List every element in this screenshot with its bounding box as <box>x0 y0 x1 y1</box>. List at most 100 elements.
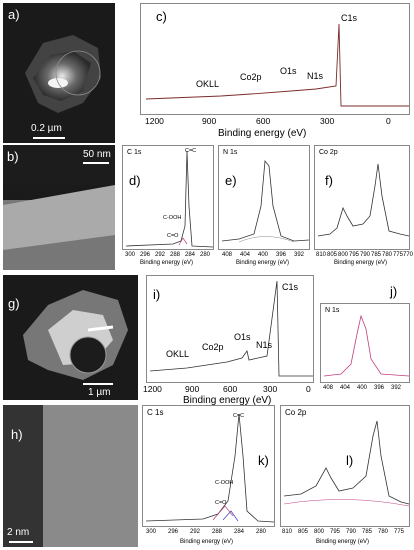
spectrum-f <box>317 163 410 237</box>
peak-label-okll-i: OKLL <box>166 349 190 359</box>
spectrum-i <box>149 280 313 377</box>
peak-label-co2p-c: Co2p <box>240 72 262 82</box>
tick-j-392: 392 <box>391 385 402 391</box>
tick-d-292: 292 <box>155 252 166 258</box>
panel-label-g: g) <box>8 296 20 311</box>
tem-image-b-graphic <box>3 145 115 270</box>
scale-bar-b <box>83 162 109 164</box>
tick-f-775: 775 <box>393 252 404 258</box>
peak-label-cooh-k: C-OOH <box>215 480 234 486</box>
panel-label-b: b) <box>7 149 19 164</box>
x-axis-title-k: Binding energy (eV) <box>180 539 234 545</box>
tick-l-785: 785 <box>362 529 373 535</box>
tem-image-a: a) 0.2 µm <box>3 3 115 143</box>
tick-l-800: 800 <box>314 529 325 535</box>
peak-label-c1s-c: C1s <box>341 13 358 23</box>
peak-label-o1s-i: O1s <box>234 332 251 342</box>
tick-i-300: 300 <box>263 384 278 394</box>
x-axis-title-l: Binding energy (eV) <box>316 539 370 545</box>
spectrum-e <box>221 159 310 243</box>
x-axis-title-f: Binding energy (eV) <box>334 260 388 266</box>
xps-co2p-f: Co 2p f) <box>314 145 410 250</box>
xps-c1s-d: C 1s C=C C-OOH C=O d) <box>122 145 214 250</box>
spectrum-j <box>323 314 410 377</box>
tick-i-0: 0 <box>306 384 311 394</box>
plot-title-j: N 1s <box>325 307 340 314</box>
tick-c-600: 600 <box>256 116 271 126</box>
xps-c1s-k: C 1s C=C C-OOH C=O k) <box>142 405 275 527</box>
tem-image-b: b) 50 nm <box>3 145 115 270</box>
panel-label-i: i) <box>153 287 161 302</box>
panel-label-k: k) <box>258 453 269 468</box>
tick-f-790: 790 <box>360 252 371 258</box>
tick-c-300: 300 <box>320 116 335 126</box>
tick-c-1200: 1200 <box>145 116 164 126</box>
tick-e-408: 408 <box>222 252 233 258</box>
tick-l-775: 775 <box>394 529 405 535</box>
panel-label-a: a) <box>8 7 20 22</box>
tick-c-0: 0 <box>386 116 391 126</box>
tick-j-396: 396 <box>374 385 385 391</box>
xps-survey-i: i) <box>146 275 314 383</box>
xps-n1s-e: N 1s e) <box>218 145 310 250</box>
tick-k-284: 284 <box>234 529 245 535</box>
plot-title-e: N 1s <box>223 149 238 156</box>
panel-label-c: c) <box>156 9 167 24</box>
x-axis-title-i: Binding energy (eV) <box>183 395 272 406</box>
tick-c-900: 900 <box>202 116 217 126</box>
hrtem-image-h: h) 2 nm <box>3 405 138 547</box>
spectrum-k <box>145 413 275 523</box>
tick-f-805: 805 <box>327 252 338 258</box>
tick-f-770: 770 <box>403 252 414 258</box>
x-axis-title-c: Binding energy (eV) <box>218 128 307 139</box>
panel-label-f: f) <box>325 173 333 188</box>
scale-text-g: 1 µm <box>88 387 111 398</box>
spectrum-l <box>283 420 410 507</box>
tick-f-785: 785 <box>371 252 382 258</box>
peak-label-o1s-c: O1s <box>280 66 297 76</box>
scale-bar-h <box>9 541 33 543</box>
scale-bar-g <box>83 383 113 385</box>
tick-l-780: 780 <box>378 529 389 535</box>
peak-label-n1s-i: N1s <box>256 340 273 350</box>
peak-label-okll-c: OKLL <box>196 79 220 89</box>
peak-label-cc-k: C=C <box>233 413 245 419</box>
x-axis-title-e: Binding energy (eV) <box>236 260 290 266</box>
tick-k-288: 288 <box>212 529 223 535</box>
tick-e-396: 396 <box>276 252 287 258</box>
tick-e-400: 400 <box>258 252 269 258</box>
plot-title-k: C 1s <box>147 408 164 417</box>
tick-d-284: 284 <box>185 252 196 258</box>
tick-i-600: 600 <box>223 384 238 394</box>
plot-title-l: Co 2p <box>285 408 307 417</box>
tick-l-805: 805 <box>298 529 309 535</box>
tick-j-400: 400 <box>357 385 368 391</box>
tick-f-780: 780 <box>382 252 393 258</box>
xps-co2p-l: Co 2p l) <box>280 405 410 527</box>
tick-i-1200: 1200 <box>143 384 162 394</box>
peak-label-n1s-c: N1s <box>307 71 324 81</box>
x-axis-title-d: Binding energy (eV) <box>140 260 194 266</box>
tem-image-g-graphic <box>23 290 128 380</box>
tick-e-392: 392 <box>294 252 305 258</box>
peak-label-co-d: C=O <box>167 233 179 239</box>
tick-i-900: 900 <box>185 384 200 394</box>
panel-label-d: d) <box>129 173 141 188</box>
tick-f-800: 800 <box>338 252 349 258</box>
tick-d-300: 300 <box>125 252 136 258</box>
scale-text-a: 0.2 µm <box>31 123 62 134</box>
tick-l-795: 795 <box>330 529 341 535</box>
tick-k-280: 280 <box>256 529 267 535</box>
tick-e-404: 404 <box>240 252 251 258</box>
panel-label-h: h) <box>11 427 23 442</box>
tick-k-292: 292 <box>190 529 201 535</box>
tick-l-790: 790 <box>346 529 357 535</box>
peak-label-co2p-i: Co2p <box>202 342 224 352</box>
scale-bar-a <box>33 137 65 139</box>
tick-j-408: 408 <box>323 385 334 391</box>
tem-image-g: g) 1 µm <box>3 275 138 400</box>
tick-d-280: 280 <box>200 252 211 258</box>
tick-k-300: 300 <box>146 529 157 535</box>
xps-survey-c: c) <box>140 3 410 115</box>
tick-l-810: 810 <box>282 529 293 535</box>
